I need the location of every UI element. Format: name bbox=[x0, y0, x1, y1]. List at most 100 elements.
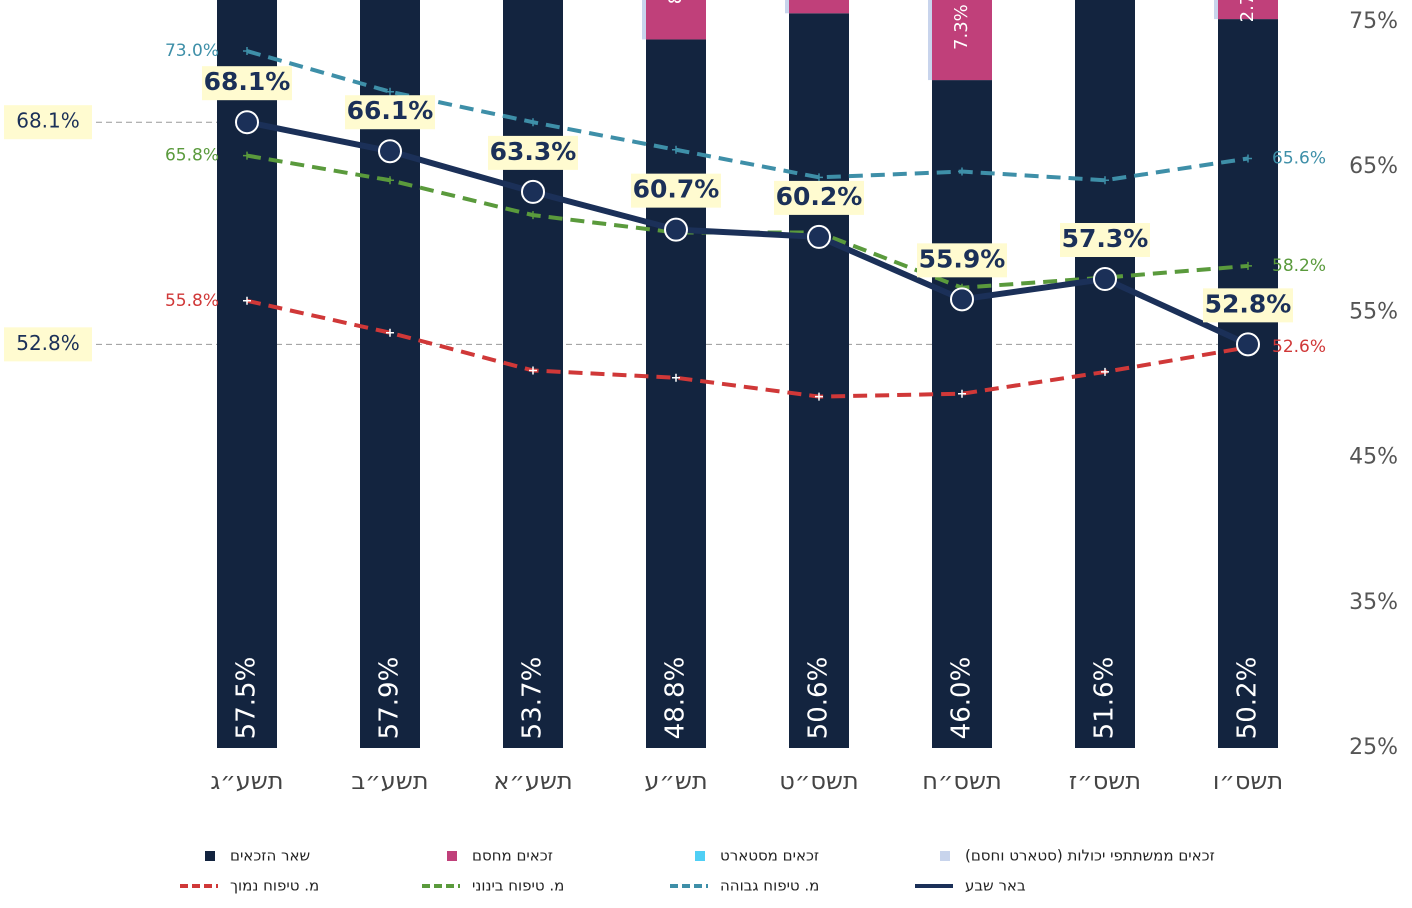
line-value-label: 73.0% bbox=[165, 41, 219, 61]
line-marker bbox=[529, 366, 537, 375]
value-label-box bbox=[488, 135, 578, 170]
bar-value-label: 46.0% bbox=[947, 657, 977, 740]
line-value-label: 65.6% bbox=[1272, 148, 1326, 168]
line-value-label: 58.2% bbox=[1272, 256, 1326, 276]
legend-swatch bbox=[695, 851, 705, 861]
line-marker bbox=[815, 173, 823, 182]
value-label-box bbox=[917, 243, 1007, 278]
legend-label: מ. טיפוח גבוהה bbox=[720, 877, 819, 895]
legend-label: שאר הזכאים bbox=[230, 847, 310, 865]
y-tick-label: 25% bbox=[1349, 735, 1398, 760]
x-tick-label: תש״ע bbox=[644, 767, 707, 795]
bar-value-label: 2.7% bbox=[1237, 0, 1258, 22]
line-value-label: 55.8% bbox=[165, 291, 219, 311]
legend-label: מ. טיפוח נמוך bbox=[230, 877, 319, 895]
line-value-label: 57.3% bbox=[1062, 224, 1149, 253]
bar-value-label: 57.5% bbox=[232, 657, 262, 740]
line-marker bbox=[1244, 261, 1252, 270]
line-marker bbox=[664, 217, 688, 242]
line-marker bbox=[807, 224, 831, 249]
bar-value-label: 51.6% bbox=[1090, 657, 1120, 740]
line-marker bbox=[386, 87, 394, 96]
bar-segment bbox=[932, 0, 992, 81]
bar-segment bbox=[1218, 19, 1278, 748]
line-marker bbox=[521, 179, 545, 204]
line-value-label: 55.9% bbox=[919, 244, 1006, 273]
line-value-label: 60.7% bbox=[633, 175, 720, 204]
line-marker bbox=[958, 389, 966, 398]
x-tick-label: תשע״ג bbox=[210, 767, 283, 795]
reference-label: 68.1% bbox=[16, 109, 80, 133]
line bbox=[246, 49, 1249, 183]
line-marker bbox=[1101, 367, 1109, 376]
reference-label-box bbox=[4, 327, 92, 362]
legend-label: זכאים מסטארט bbox=[720, 847, 819, 865]
line-value-label: 60.2% bbox=[776, 182, 863, 211]
line-marker bbox=[378, 139, 402, 164]
line-marker bbox=[815, 392, 823, 401]
legend-swatch bbox=[447, 851, 457, 861]
line bbox=[246, 119, 1250, 348]
line-marker bbox=[672, 373, 680, 382]
bar-value-label: 7.3% bbox=[951, 4, 972, 50]
line-marker bbox=[672, 145, 680, 154]
bar-segment bbox=[932, 80, 992, 748]
legend-label: באר שבע bbox=[965, 877, 1026, 895]
value-label-box bbox=[1060, 223, 1150, 258]
line-marker bbox=[1093, 267, 1117, 292]
bar-segment bbox=[1218, 0, 1278, 20]
line-marker bbox=[235, 110, 259, 135]
line-value-label: 65.8% bbox=[165, 146, 219, 166]
value-label-box bbox=[202, 66, 292, 101]
bar-value-label: 48.8% bbox=[661, 657, 691, 740]
x-tick-label: תשס״ט bbox=[779, 767, 858, 795]
line-marker bbox=[1101, 176, 1109, 185]
line bbox=[246, 298, 1249, 399]
x-tick-label: תשע״ב bbox=[351, 767, 428, 795]
legend-swatch bbox=[205, 851, 215, 861]
line-value-label: 63.3% bbox=[490, 137, 577, 166]
line-marker bbox=[243, 151, 251, 160]
line-marker bbox=[386, 176, 394, 185]
reference-label-box bbox=[4, 105, 92, 140]
line-value-label: 66.1% bbox=[347, 96, 434, 125]
bar-segment bbox=[646, 0, 706, 40]
legend-label: זכאים ממשתתפי יכולות (סטארט וחסם) bbox=[965, 847, 1215, 865]
line-marker bbox=[958, 167, 966, 176]
bar-value-label: 57.9% bbox=[375, 657, 405, 740]
y-tick-label: 55% bbox=[1349, 299, 1398, 324]
bar-segment bbox=[789, 0, 849, 14]
y-tick-label: 35% bbox=[1349, 590, 1398, 615]
value-label-box bbox=[1203, 288, 1293, 323]
value-label-box bbox=[774, 180, 864, 215]
line-marker bbox=[1236, 332, 1260, 357]
legend-label: זכאים מחסם bbox=[472, 847, 553, 865]
value-label-box bbox=[631, 173, 721, 208]
y-tick-label: 75% bbox=[1349, 9, 1398, 34]
x-tick-label: תשע״א bbox=[493, 767, 572, 795]
bar-value-label: 50.6% bbox=[804, 657, 834, 740]
y-tick-label: 45% bbox=[1349, 445, 1398, 470]
line-value-label: 52.6% bbox=[1272, 337, 1326, 357]
bar-value-label: 50.2% bbox=[1233, 657, 1263, 740]
x-tick-label: תשס״ח bbox=[922, 767, 1002, 795]
bar-value-label: 53.7% bbox=[518, 657, 548, 740]
line-value-label: 52.8% bbox=[1205, 289, 1292, 318]
line-marker bbox=[1244, 154, 1252, 163]
line-marker bbox=[243, 47, 251, 56]
x-tick-label: תשס״ז bbox=[1069, 767, 1141, 795]
line-marker bbox=[386, 328, 394, 337]
legend-swatch bbox=[940, 851, 950, 861]
line-value-label: 68.1% bbox=[204, 67, 291, 96]
bar-segment bbox=[789, 13, 849, 748]
line-marker bbox=[529, 118, 537, 127]
line-marker bbox=[529, 211, 537, 220]
line-marker bbox=[243, 296, 251, 305]
value-label-box bbox=[345, 95, 435, 130]
line-marker bbox=[950, 287, 974, 312]
y-tick-label: 65% bbox=[1349, 154, 1398, 179]
x-tick-label: תשס״ו bbox=[1213, 767, 1283, 795]
reference-label: 52.8% bbox=[16, 331, 80, 355]
bar-segment bbox=[646, 39, 706, 748]
